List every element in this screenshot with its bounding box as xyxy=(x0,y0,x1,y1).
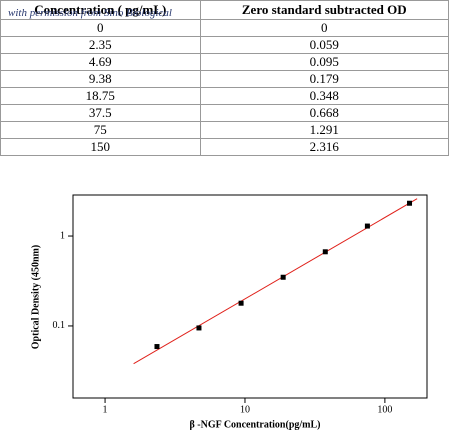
x-tick-label: 100 xyxy=(377,404,392,415)
x-tick-label: 10 xyxy=(240,404,250,415)
y-tick-label: 1 xyxy=(60,230,65,241)
point xyxy=(154,344,160,350)
y-tick-label: 0.1 xyxy=(53,320,66,331)
x-tick-label: 1 xyxy=(103,404,108,415)
point xyxy=(364,223,370,229)
table-cell: 9.38 xyxy=(0,70,201,88)
y-axis-label: Optical Density (450nm) xyxy=(30,245,41,349)
point xyxy=(407,200,413,206)
point xyxy=(280,274,286,280)
data-table: Concentration ( pg/mL) Zero standard sub… xyxy=(0,0,450,156)
point xyxy=(196,325,202,331)
plot-frame xyxy=(72,194,428,399)
x-axis-label: β -NGF Concentration(pg/mL) xyxy=(190,419,321,430)
fit-line xyxy=(133,198,418,365)
point xyxy=(238,300,244,306)
watermark: with permission from Sino Biological xyxy=(8,7,172,19)
table-cell: 2.316 xyxy=(199,138,450,156)
point xyxy=(322,249,328,255)
